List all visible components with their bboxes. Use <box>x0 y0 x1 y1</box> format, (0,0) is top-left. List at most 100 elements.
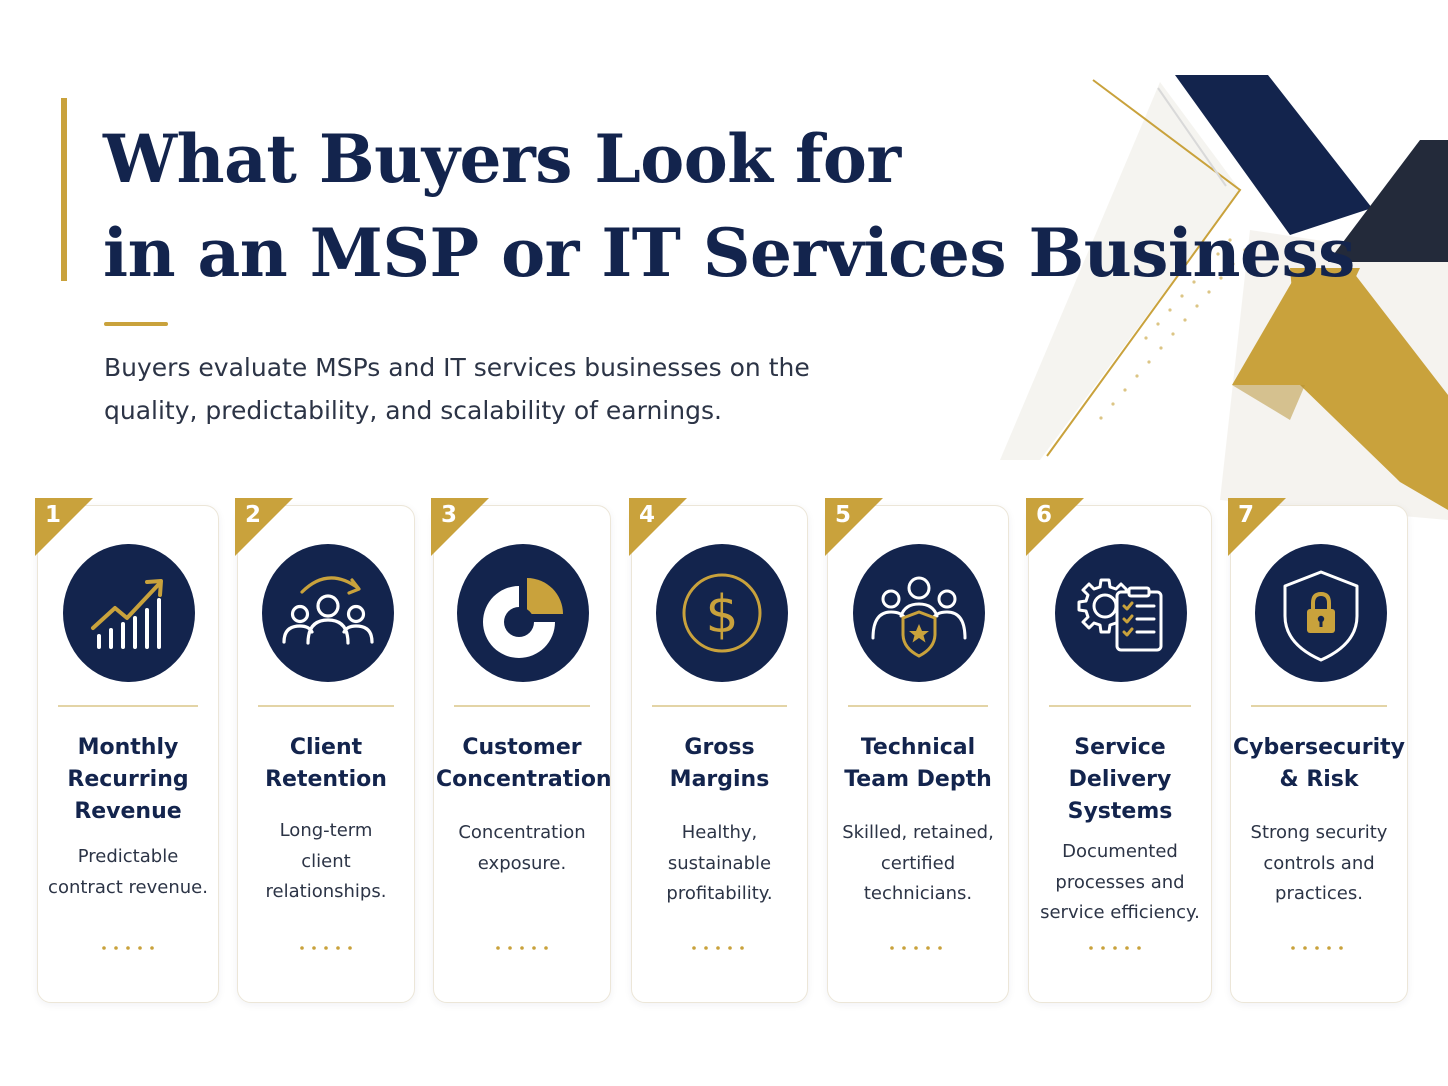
dots-decoration <box>1291 946 1343 950</box>
card-description-line: processes and <box>1055 871 1185 893</box>
card-monthly-recurring-revenue: 1 Monthly Recurring Revenue Predictable … <box>35 498 219 1003</box>
card-description-line: Predictable <box>77 846 179 867</box>
card-description-line: Concentration <box>458 822 586 843</box>
number-badge-label: 1 <box>45 502 62 528</box>
card-client-retention: 2 Client Retention Long-term client rela… <box>235 498 415 1003</box>
page-title-line-2: in an MSP or IT Services Business <box>103 214 1355 292</box>
card-title: Client Retention <box>240 732 412 796</box>
number-badge-label: 3 <box>441 502 458 528</box>
card-technical-team-depth: 5 Technical Team Depth Skilled, retained… <box>825 498 1009 1003</box>
title-underline <box>104 322 168 326</box>
card-gross-margins: 4 $ Gross Margins Healthy, sustainable p… <box>629 498 808 1003</box>
card-description-line: practices. <box>1275 883 1363 904</box>
card-title: Gross Margins <box>634 732 805 796</box>
card-description: Skilled, retained, certified technicians… <box>830 818 1006 910</box>
card-title: Technical Team Depth <box>830 732 1006 796</box>
card-description: Long-term client relationships. <box>240 816 412 908</box>
card-divider <box>454 705 590 707</box>
card-customer-concentration: 3 Customer Concentration Concentration e… <box>431 498 612 1003</box>
card-description: Predictable contract revenue. <box>40 842 216 903</box>
card-description-line: contract revenue. <box>48 876 208 898</box>
dots-decoration <box>890 946 942 950</box>
card-description-line: Documented <box>1062 841 1178 862</box>
card-description: Strong security controls and practices. <box>1233 818 1405 910</box>
page-title: What Buyers Look for in an MSP or IT Ser… <box>103 112 1355 300</box>
card-title: Customer Concentration <box>436 732 612 796</box>
card-description-line: client <box>301 850 351 872</box>
card-title-line: Monthly <box>77 735 179 760</box>
card-title: Monthly Recurring Revenue <box>40 732 216 828</box>
card-description-line: exposure. <box>477 852 567 874</box>
growth-chart-icon <box>63 544 195 682</box>
number-badge: 1 <box>35 498 95 558</box>
card-title-line: Concentration <box>436 767 612 792</box>
card-divider <box>58 705 198 707</box>
card-description-line: technicians. <box>863 883 973 904</box>
client-group-icon <box>262 544 394 682</box>
card-description-line: Strong security <box>1250 822 1388 843</box>
card-description-line: relationships. <box>265 881 387 902</box>
number-badge: 2 <box>235 498 295 558</box>
card-title: Service Delivery Systems <box>1031 732 1209 828</box>
card-description-line: certified <box>880 852 956 874</box>
card-title-line: Gross <box>684 735 755 760</box>
card-description-line: Healthy, <box>681 822 758 843</box>
card-description: Healthy, sustainable profitability. <box>634 818 805 910</box>
dots-decoration <box>1089 946 1141 950</box>
card-description: Concentration exposure. <box>436 818 608 879</box>
card-title-line: Delivery <box>1068 767 1172 792</box>
card-title-line: & Risk <box>1279 767 1359 792</box>
page-title-line-1: What Buyers Look for <box>103 120 901 198</box>
card-description-line: sustainable <box>667 852 772 874</box>
card-title-line: Customer <box>462 735 582 760</box>
card-title-line: Service <box>1074 735 1166 760</box>
card-description-line: controls and <box>1263 852 1375 874</box>
number-badge-label: 6 <box>1036 502 1053 528</box>
subtitle-line-2: quality, predictability, and scalability… <box>104 396 722 425</box>
svg-text:$: $ <box>705 585 738 645</box>
card-divider <box>848 705 988 707</box>
card-service-delivery-systems: 6 Service Delivery Systems Documented pr… <box>1026 498 1212 1003</box>
card-divider <box>1251 705 1387 707</box>
card-description-line: Long-term <box>279 820 373 841</box>
card-divider <box>652 705 787 707</box>
number-badge: 3 <box>431 498 491 558</box>
dots-decoration <box>692 946 744 950</box>
card-title-line: Recurring <box>67 767 189 792</box>
card-title-line: Retention <box>265 767 387 792</box>
card-title-line: Technical <box>860 735 976 760</box>
card-title-line: Team Depth <box>844 767 992 792</box>
dots-decoration <box>102 946 154 950</box>
card-description-line: service efficiency. <box>1040 902 1200 923</box>
card-title-line: Margins <box>669 767 770 792</box>
dollar-icon: $ <box>656 544 788 682</box>
title-accent-bar <box>61 98 67 281</box>
security-shield-icon <box>1255 544 1387 682</box>
card-title-line: Client <box>289 735 363 760</box>
card-title-line: Systems <box>1067 799 1173 824</box>
number-badge: 7 <box>1228 498 1288 558</box>
card-title-line: Revenue <box>74 799 182 824</box>
card-description-line: profitability. <box>666 883 773 904</box>
number-badge: 4 <box>629 498 689 558</box>
number-badge-label: 2 <box>245 502 262 528</box>
team-shield-icon <box>853 544 985 682</box>
dots-decoration <box>300 946 352 950</box>
card-cybersecurity-risk: 7 Cybersecurity & Risk Strong security c… <box>1228 498 1408 1003</box>
subtitle-line-1: Buyers evaluate MSPs and IT services bus… <box>104 353 810 382</box>
number-badge-label: 5 <box>835 502 852 528</box>
card-title: Cybersecurity & Risk <box>1233 732 1405 796</box>
number-badge-label: 7 <box>1238 502 1255 528</box>
card-divider <box>1049 705 1191 707</box>
card-title-line: Cybersecurity <box>1233 735 1405 760</box>
number-badge: 6 <box>1026 498 1086 558</box>
gear-checklist-icon <box>1055 544 1187 682</box>
dots-decoration <box>496 946 548 950</box>
number-badge-label: 4 <box>639 502 656 528</box>
pie-chart-icon <box>457 544 589 682</box>
number-badge: 5 <box>825 498 885 558</box>
card-description: Documented processes and service efficie… <box>1031 837 1209 929</box>
card-divider <box>258 705 394 707</box>
page-subtitle: Buyers evaluate MSPs and IT services bus… <box>104 346 824 432</box>
card-description-line: Skilled, retained, <box>842 822 994 843</box>
